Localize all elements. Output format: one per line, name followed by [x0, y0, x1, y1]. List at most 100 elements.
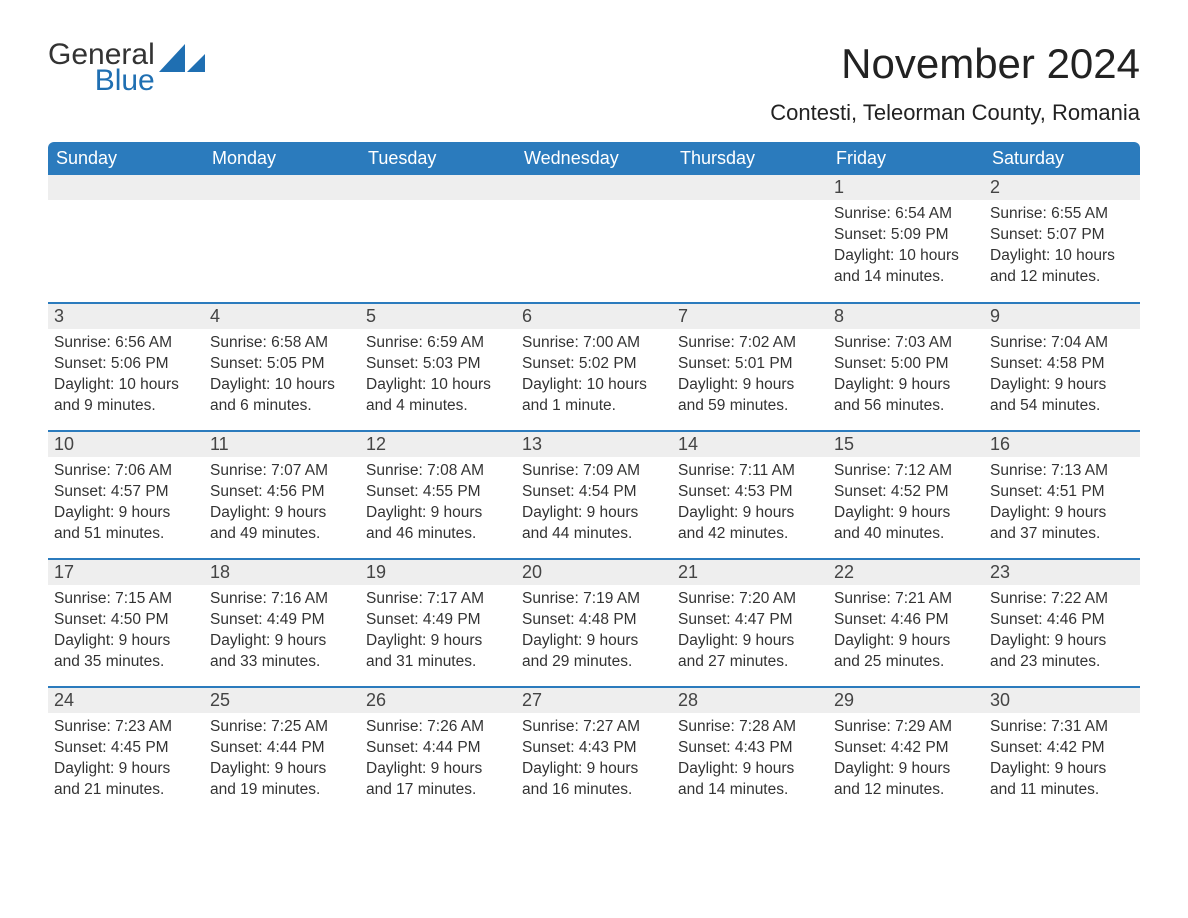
col-sat: Saturday: [984, 142, 1140, 175]
sunrise-text: Sunrise: 7:07 AM: [210, 461, 354, 482]
day-data: Sunrise: 7:28 AMSunset: 4:43 PMDaylight:…: [672, 713, 828, 809]
col-wed: Wednesday: [516, 142, 672, 175]
sunset-text: Sunset: 4:54 PM: [522, 482, 666, 503]
sunrise-text: Sunrise: 7:22 AM: [990, 589, 1134, 610]
header: General Blue November 2024 Contesti, Tel…: [48, 40, 1140, 136]
day-cell: 11Sunrise: 7:07 AMSunset: 4:56 PMDayligh…: [204, 431, 360, 559]
sunrise-text: Sunrise: 7:16 AM: [210, 589, 354, 610]
day1-text: Daylight: 9 hours: [210, 503, 354, 524]
day2-text: and 54 minutes.: [990, 396, 1134, 417]
day-number: 15: [828, 432, 984, 457]
sunset-text: Sunset: 4:44 PM: [210, 738, 354, 759]
day-cell: 18Sunrise: 7:16 AMSunset: 4:49 PMDayligh…: [204, 559, 360, 687]
day2-text: and 1 minute.: [522, 396, 666, 417]
sunset-text: Sunset: 4:51 PM: [990, 482, 1134, 503]
sunset-text: Sunset: 5:02 PM: [522, 354, 666, 375]
day-data: Sunrise: 7:20 AMSunset: 4:47 PMDaylight:…: [672, 585, 828, 681]
day-cell: 1Sunrise: 6:54 AMSunset: 5:09 PMDaylight…: [828, 175, 984, 303]
day-data: Sunrise: 7:22 AMSunset: 4:46 PMDaylight:…: [984, 585, 1140, 681]
day-number-empty: [204, 175, 360, 200]
day-data: Sunrise: 6:58 AMSunset: 5:05 PMDaylight:…: [204, 329, 360, 425]
day-number: 26: [360, 688, 516, 713]
day-cell: 27Sunrise: 7:27 AMSunset: 4:43 PMDayligh…: [516, 687, 672, 815]
day-number: 16: [984, 432, 1140, 457]
day2-text: and 42 minutes.: [678, 524, 822, 545]
col-mon: Monday: [204, 142, 360, 175]
location: Contesti, Teleorman County, Romania: [770, 100, 1140, 126]
sunrise-text: Sunrise: 7:13 AM: [990, 461, 1134, 482]
sunrise-text: Sunrise: 7:15 AM: [54, 589, 198, 610]
day-cell: 12Sunrise: 7:08 AMSunset: 4:55 PMDayligh…: [360, 431, 516, 559]
day-number: 12: [360, 432, 516, 457]
day-cell: 25Sunrise: 7:25 AMSunset: 4:44 PMDayligh…: [204, 687, 360, 815]
sunrise-text: Sunrise: 7:25 AM: [210, 717, 354, 738]
day-cell: 4Sunrise: 6:58 AMSunset: 5:05 PMDaylight…: [204, 303, 360, 431]
sunset-text: Sunset: 4:43 PM: [522, 738, 666, 759]
day-number: 17: [48, 560, 204, 585]
logo: General Blue: [48, 40, 205, 96]
day-data: Sunrise: 7:15 AMSunset: 4:50 PMDaylight:…: [48, 585, 204, 681]
day-data: Sunrise: 7:31 AMSunset: 4:42 PMDaylight:…: [984, 713, 1140, 809]
day-cell: 14Sunrise: 7:11 AMSunset: 4:53 PMDayligh…: [672, 431, 828, 559]
sunrise-text: Sunrise: 7:00 AM: [522, 333, 666, 354]
day-number: 8: [828, 304, 984, 329]
day1-text: Daylight: 9 hours: [522, 759, 666, 780]
day2-text: and 16 minutes.: [522, 780, 666, 801]
day1-text: Daylight: 10 hours: [54, 375, 198, 396]
day1-text: Daylight: 9 hours: [210, 631, 354, 652]
day2-text: and 19 minutes.: [210, 780, 354, 801]
day-number: 13: [516, 432, 672, 457]
logo-text: General Blue: [48, 40, 155, 96]
day2-text: and 33 minutes.: [210, 652, 354, 673]
day2-text: and 29 minutes.: [522, 652, 666, 673]
calendar: Sunday Monday Tuesday Wednesday Thursday…: [48, 142, 1140, 815]
day2-text: and 11 minutes.: [990, 780, 1134, 801]
day1-text: Daylight: 9 hours: [522, 631, 666, 652]
day-cell: 8Sunrise: 7:03 AMSunset: 5:00 PMDaylight…: [828, 303, 984, 431]
week-row: 1Sunrise: 6:54 AMSunset: 5:09 PMDaylight…: [48, 175, 1140, 303]
day-cell: 13Sunrise: 7:09 AMSunset: 4:54 PMDayligh…: [516, 431, 672, 559]
sunrise-text: Sunrise: 6:54 AM: [834, 204, 978, 225]
sunset-text: Sunset: 4:46 PM: [834, 610, 978, 631]
day2-text: and 27 minutes.: [678, 652, 822, 673]
sunrise-text: Sunrise: 7:28 AM: [678, 717, 822, 738]
day-data: Sunrise: 7:08 AMSunset: 4:55 PMDaylight:…: [360, 457, 516, 553]
day-data: Sunrise: 7:02 AMSunset: 5:01 PMDaylight:…: [672, 329, 828, 425]
day-data: Sunrise: 6:56 AMSunset: 5:06 PMDaylight:…: [48, 329, 204, 425]
sunrise-text: Sunrise: 6:58 AM: [210, 333, 354, 354]
day1-text: Daylight: 9 hours: [54, 503, 198, 524]
sunset-text: Sunset: 4:52 PM: [834, 482, 978, 503]
day-number: 9: [984, 304, 1140, 329]
sunset-text: Sunset: 4:49 PM: [366, 610, 510, 631]
day1-text: Daylight: 9 hours: [678, 375, 822, 396]
day-number: 30: [984, 688, 1140, 713]
day-cell: 19Sunrise: 7:17 AMSunset: 4:49 PMDayligh…: [360, 559, 516, 687]
day-data: Sunrise: 6:54 AMSunset: 5:09 PMDaylight:…: [828, 200, 984, 296]
sunset-text: Sunset: 4:58 PM: [990, 354, 1134, 375]
sunrise-text: Sunrise: 7:02 AM: [678, 333, 822, 354]
day1-text: Daylight: 10 hours: [522, 375, 666, 396]
sunrise-text: Sunrise: 6:56 AM: [54, 333, 198, 354]
sunset-text: Sunset: 5:06 PM: [54, 354, 198, 375]
day-number-empty: [360, 175, 516, 200]
day-cell: 9Sunrise: 7:04 AMSunset: 4:58 PMDaylight…: [984, 303, 1140, 431]
day-cell: 24Sunrise: 7:23 AMSunset: 4:45 PMDayligh…: [48, 687, 204, 815]
day-cell: 3Sunrise: 6:56 AMSunset: 5:06 PMDaylight…: [48, 303, 204, 431]
sunrise-text: Sunrise: 6:55 AM: [990, 204, 1134, 225]
week-row: 24Sunrise: 7:23 AMSunset: 4:45 PMDayligh…: [48, 687, 1140, 815]
calendar-body: 1Sunrise: 6:54 AMSunset: 5:09 PMDaylight…: [48, 175, 1140, 815]
day-cell: [516, 175, 672, 303]
day-data: Sunrise: 7:06 AMSunset: 4:57 PMDaylight:…: [48, 457, 204, 553]
sunrise-text: Sunrise: 7:11 AM: [678, 461, 822, 482]
day-number: 6: [516, 304, 672, 329]
day1-text: Daylight: 9 hours: [522, 503, 666, 524]
title-block: November 2024 Contesti, Teleorman County…: [770, 40, 1140, 136]
col-sun: Sunday: [48, 142, 204, 175]
sunrise-text: Sunrise: 7:26 AM: [366, 717, 510, 738]
day-data: Sunrise: 7:29 AMSunset: 4:42 PMDaylight:…: [828, 713, 984, 809]
day2-text: and 12 minutes.: [990, 267, 1134, 288]
day-data: Sunrise: 7:04 AMSunset: 4:58 PMDaylight:…: [984, 329, 1140, 425]
sunset-text: Sunset: 4:55 PM: [366, 482, 510, 503]
day-data: Sunrise: 7:26 AMSunset: 4:44 PMDaylight:…: [360, 713, 516, 809]
month-title: November 2024: [770, 40, 1140, 88]
